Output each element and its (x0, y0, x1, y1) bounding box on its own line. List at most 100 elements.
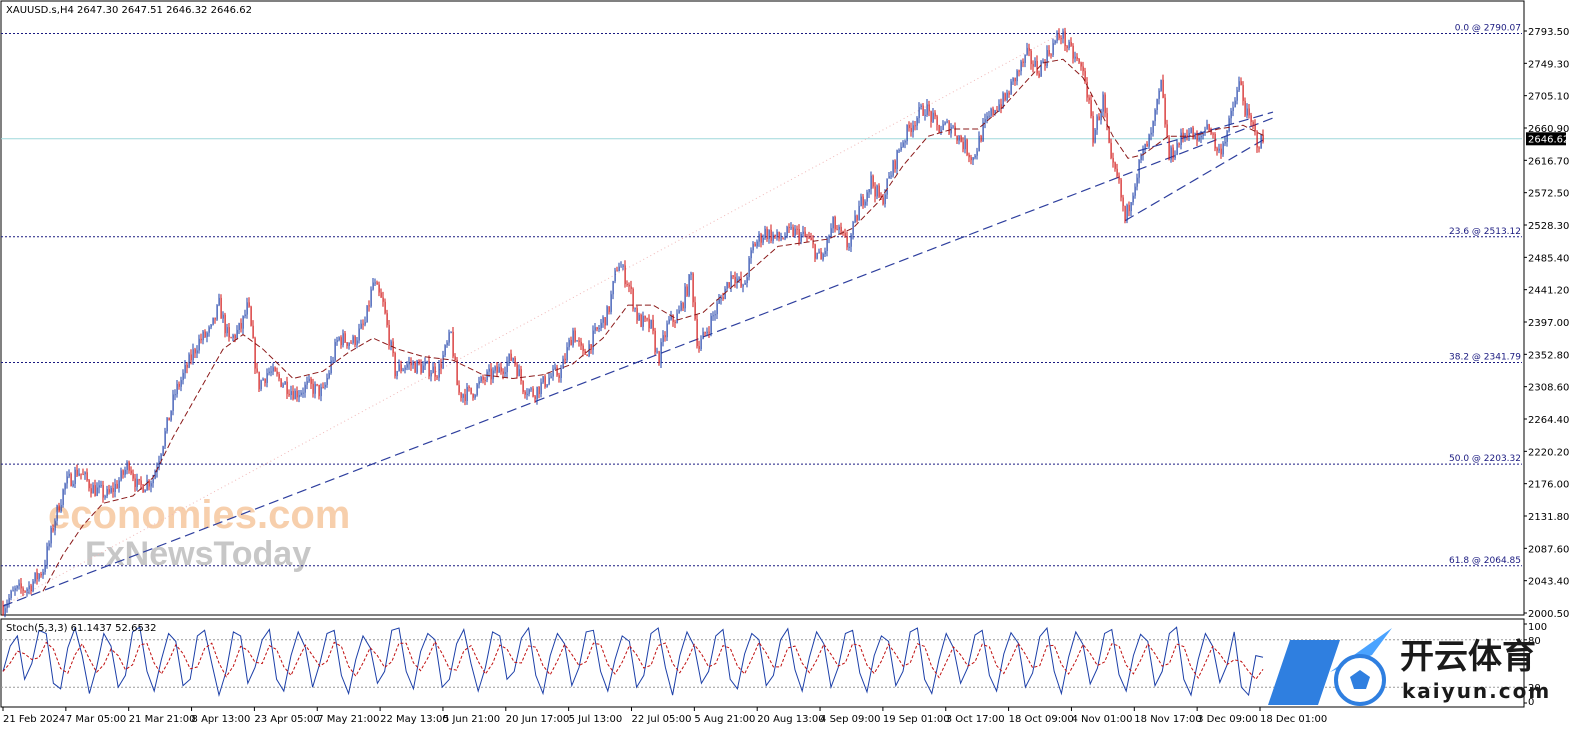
candle-body (1212, 133, 1214, 135)
candle-body (994, 110, 996, 114)
candle-body (790, 227, 792, 229)
candle-body (198, 338, 200, 351)
candle-body (1028, 47, 1030, 51)
candle-body (740, 277, 742, 287)
candle-body (620, 266, 622, 268)
candle-body (440, 363, 442, 369)
candle-body (486, 371, 488, 381)
candle-body (560, 368, 562, 378)
candle-body (1178, 143, 1180, 145)
time-tick-label: 18 Nov 17:00 (1134, 714, 1201, 725)
trendline (2, 33, 1062, 607)
candle-body (996, 110, 998, 112)
candle-body (670, 315, 672, 320)
time-tick-label: 7 Mar 05:00 (66, 714, 126, 725)
candle-body (398, 364, 400, 372)
candle-body (18, 583, 20, 586)
candle-body (216, 305, 218, 320)
candle-body (414, 362, 416, 373)
candle-body (978, 135, 980, 152)
candle-body (482, 376, 484, 380)
price-tick-label: 2000.50 (1528, 609, 1569, 620)
candle-body (1256, 131, 1258, 148)
candle-body (1128, 205, 1130, 212)
candle-body (1168, 137, 1170, 160)
candle-body (342, 333, 344, 346)
candle-body (1016, 70, 1018, 82)
candle-body (108, 489, 110, 493)
candle-body (306, 381, 308, 385)
candle-body (1026, 47, 1028, 55)
candle-body (480, 376, 482, 382)
candle-body (400, 364, 402, 371)
candle-body (312, 383, 314, 394)
candle-body (376, 282, 378, 285)
candle-body (1206, 124, 1208, 130)
candle-body (668, 319, 670, 324)
candle-body (542, 376, 544, 383)
candle-body (936, 116, 938, 125)
candle-body (534, 396, 536, 400)
candle-body (478, 381, 480, 385)
candle-body (1166, 124, 1168, 138)
candle-body (452, 331, 454, 357)
candle-body (316, 384, 318, 386)
candle-body (402, 369, 404, 371)
candle-body (1262, 134, 1264, 142)
candle-body (830, 228, 832, 238)
candle-body (526, 393, 528, 395)
candle-body (266, 373, 268, 383)
candle-body (570, 339, 572, 346)
candle-body (992, 108, 994, 114)
candle-body (1246, 108, 1248, 116)
candle-body (908, 124, 910, 129)
price-tick-label: 2705.10 (1528, 92, 1569, 103)
candle-body (888, 176, 890, 179)
logo-chinese-text: 开云体育 (1400, 637, 1536, 677)
candle-body (318, 384, 320, 397)
candle-body (336, 340, 338, 343)
candle-body (1134, 186, 1136, 196)
candle-body (1158, 90, 1160, 99)
candle-body (386, 313, 388, 326)
candle-body (704, 331, 706, 334)
candle-body (556, 367, 558, 376)
candle-body (912, 125, 914, 133)
moving-average-line (42, 58, 1266, 592)
candle-body (110, 488, 112, 493)
candle-body (552, 368, 554, 377)
candle-body (896, 150, 898, 170)
candle-body (148, 480, 150, 487)
candle-body (1040, 61, 1042, 77)
candle-body (1000, 104, 1002, 108)
price-tick-label: 2485.40 (1528, 253, 1569, 264)
candle-body (962, 141, 964, 150)
candle-body (600, 322, 602, 329)
candle-body (766, 228, 768, 239)
candle-body (326, 377, 328, 385)
candle-body (726, 282, 728, 289)
candle-body (518, 369, 520, 377)
candle-body (1228, 118, 1230, 132)
candle-body (904, 141, 906, 143)
candle-body (120, 470, 122, 481)
price-tick-label: 2176.00 (1528, 480, 1569, 491)
candle-body (52, 527, 54, 531)
candle-body (516, 364, 518, 377)
stoch-signal-line (2, 640, 1264, 681)
candle-body (434, 366, 436, 377)
candle-body (1094, 129, 1096, 143)
price-tick-label: 2660.90 (1528, 124, 1569, 135)
candle-body (920, 105, 922, 108)
time-tick-label: 21 Feb 2024 (3, 714, 65, 725)
candle-body (850, 234, 852, 247)
candle-body (654, 330, 656, 353)
candle-body (1054, 40, 1056, 44)
candle-body (236, 329, 238, 339)
candle-body (734, 276, 736, 283)
candle-body (498, 367, 500, 373)
candle-body (798, 229, 800, 242)
candle-body (608, 306, 610, 312)
candle-body (618, 266, 620, 271)
